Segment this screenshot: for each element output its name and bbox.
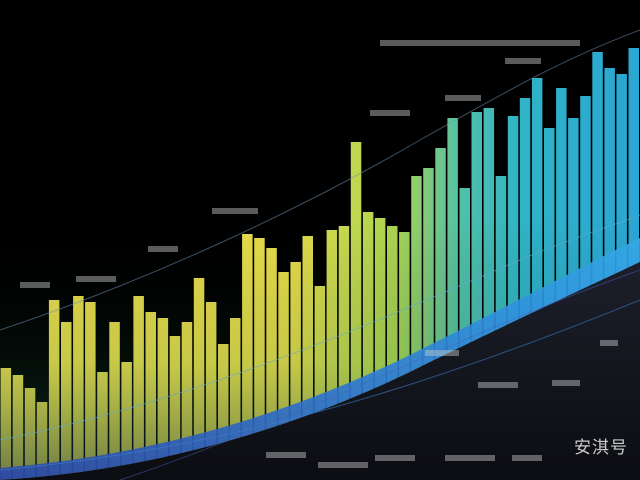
dark-floor (0, 262, 640, 480)
illegible-label-mark (512, 455, 542, 461)
illegible-label-mark (148, 246, 178, 252)
accent-line (119, 269, 640, 480)
accent-line (0, 299, 640, 471)
decorative-labels (20, 40, 618, 468)
illegible-label-mark (318, 462, 368, 468)
illegible-label-mark (370, 110, 410, 116)
illegible-label-mark (505, 58, 541, 64)
illegible-label-mark (445, 455, 495, 461)
illegible-label-mark (552, 380, 580, 386)
illegible-label-mark (478, 382, 518, 388)
illegible-label-mark (375, 455, 415, 461)
accent-line (0, 29, 640, 331)
illegible-label-mark (20, 282, 50, 288)
illegible-label-mark (445, 95, 481, 101)
accent-line (0, 214, 640, 441)
illegible-label-mark (266, 452, 306, 458)
illegible-label-mark (76, 276, 116, 282)
illegible-label-mark (425, 350, 459, 356)
watermark: 安淇号 (574, 438, 628, 458)
accent-lines (0, 29, 640, 480)
illegible-label-mark (380, 40, 580, 46)
illegible-label-mark (600, 340, 618, 346)
illegible-label-mark (212, 208, 258, 214)
